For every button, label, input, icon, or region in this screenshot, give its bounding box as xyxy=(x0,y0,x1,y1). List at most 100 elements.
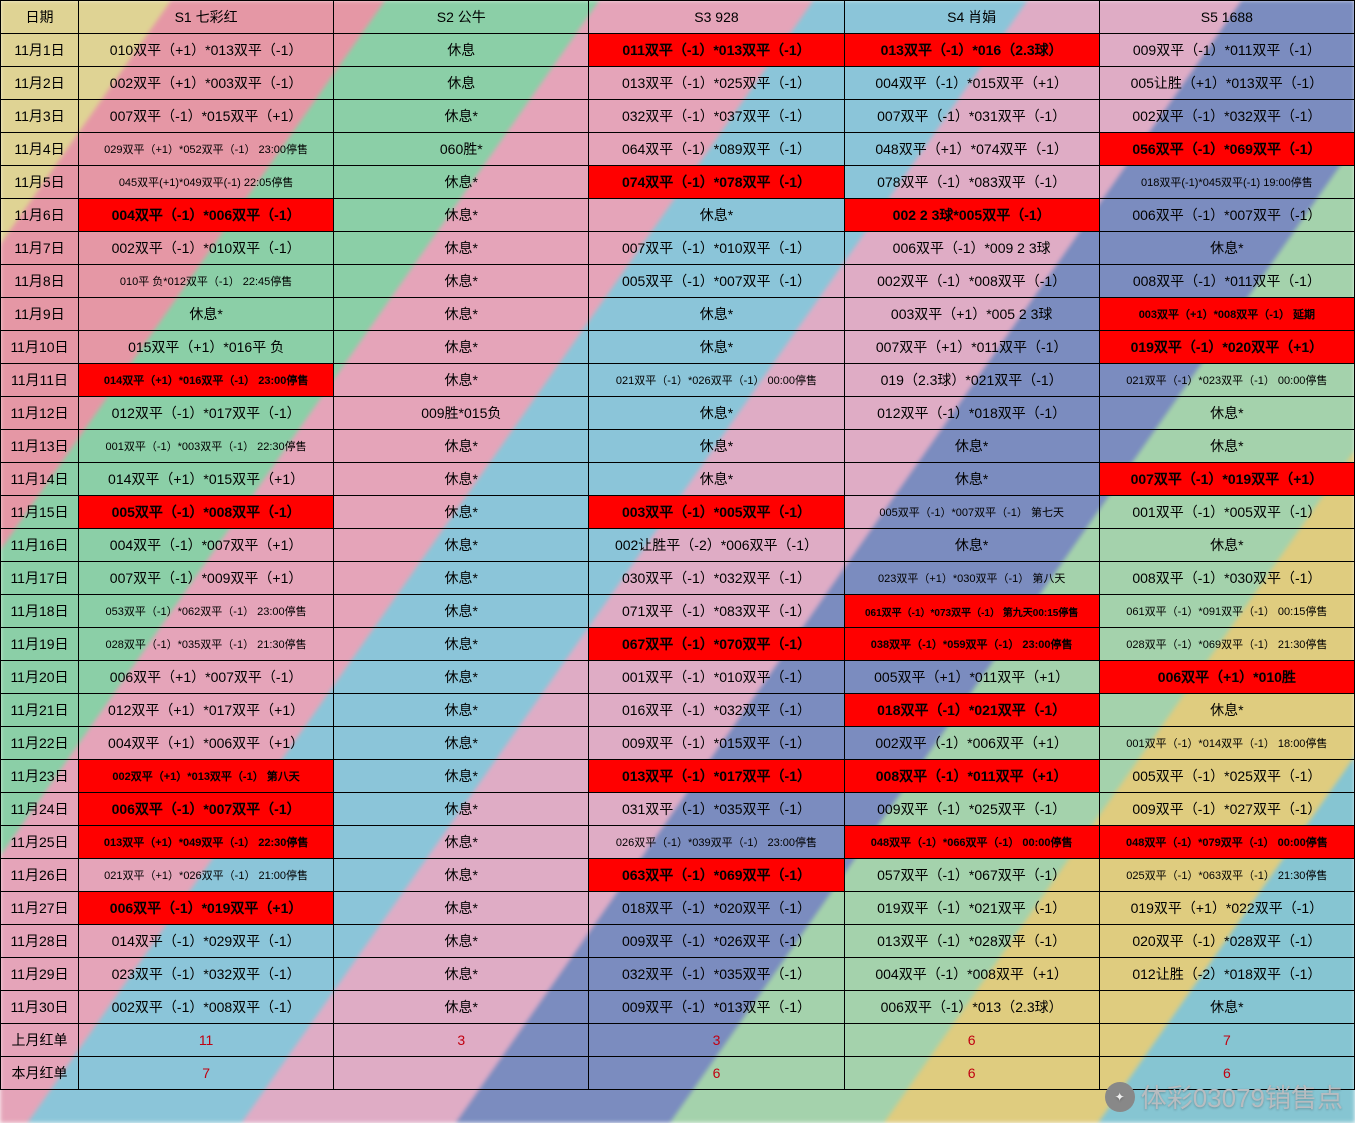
data-cell: 004双平（+1）*006双平（+1） xyxy=(79,727,334,760)
data-cell: 021双平（-1）*023双平（-1） 00:00停售 xyxy=(1099,364,1354,397)
table-row: 11月2日002双平（+1）*003双平（-1）休息013双平（-1）*025双… xyxy=(1,67,1355,100)
data-cell: 007双平（-1）*010双平（-1） xyxy=(589,232,844,265)
data-cell: 002双平（-1）*010双平（-1） xyxy=(79,232,334,265)
table-row: 11月1日010双平（+1）*013双平（-1）休息011双平（-1）*013双… xyxy=(1,34,1355,67)
data-cell: 004双平（-1）*008双平（+1） xyxy=(844,958,1099,991)
table-row: 11月14日014双平（+1）*015双平（+1）休息*休息*休息*007双平（… xyxy=(1,463,1355,496)
date-cell: 11月10日 xyxy=(1,331,79,364)
footer-value: 6 xyxy=(589,1057,844,1090)
data-cell: 014双平（+1）*015双平（+1） xyxy=(79,463,334,496)
data-cell: 020双平（-1）*028双平（-1） xyxy=(1099,925,1354,958)
data-cell: 011双平（-1）*013双平（-1） xyxy=(589,34,844,67)
data-cell: 休息* xyxy=(334,925,589,958)
data-cell: 071双平（-1）*083双平（-1） xyxy=(589,595,844,628)
wechat-icon: ✦ xyxy=(1105,1082,1135,1112)
data-cell: 005双平（-1）*008双平（-1） xyxy=(79,496,334,529)
data-cell: 057双平（-1）*067双平（-1） xyxy=(844,859,1099,892)
date-cell: 11月24日 xyxy=(1,793,79,826)
data-cell: 休息* xyxy=(1099,232,1354,265)
data-cell: 005双平（-1）*007双平（-1） xyxy=(589,265,844,298)
data-cell: 休息* xyxy=(334,595,589,628)
data-cell: 006双平（+1）*010胜 xyxy=(1099,661,1354,694)
data-cell: 013双平（-1）*016（2.3球） xyxy=(844,34,1099,67)
date-cell: 11月7日 xyxy=(1,232,79,265)
data-cell: 006双平（-1）*007双平（-1） xyxy=(79,793,334,826)
date-cell: 11月16日 xyxy=(1,529,79,562)
data-cell: 007双平（-1）*031双平（-1） xyxy=(844,100,1099,133)
footer-value xyxy=(334,1057,589,1090)
data-cell: 休息* xyxy=(79,298,334,331)
table-row: 11月7日002双平（-1）*010双平（-1） 休息* 007双平（-1）*010… xyxy=(1,232,1355,265)
data-cell: 休息* xyxy=(334,661,589,694)
data-cell: 休息* xyxy=(334,529,589,562)
data-cell: 012双平（-1）*018双平（-1） xyxy=(844,397,1099,430)
date-cell: 11月28日 xyxy=(1,925,79,958)
data-cell: 休息* xyxy=(334,628,589,661)
data-cell: 012双平（-1）*017双平（-1） xyxy=(79,397,334,430)
data-cell: 001双平（-1）*014双平（-1） 18:00停售 xyxy=(1099,727,1354,760)
data-cell: 009双平（-1）*015双平（-1） xyxy=(589,727,844,760)
data-cell: 休息* xyxy=(334,496,589,529)
data-cell: 休息* xyxy=(334,892,589,925)
data-cell: 006双平（+1）*007双平（-1） xyxy=(79,661,334,694)
data-cell: 061双平（-1）*073双平（-1） 第九天00:15停售 xyxy=(844,595,1099,628)
date-cell: 11月4日 xyxy=(1,133,79,166)
data-cell: 休息* xyxy=(334,463,589,496)
data-cell: 013双平（-1）*025双平（-1） xyxy=(589,67,844,100)
data-cell: 003双平（+1）*008双平（-1） 延期 xyxy=(1099,298,1354,331)
data-cell: 004双平（-1）*015双平（+1） xyxy=(844,67,1099,100)
date-cell: 11月17日 xyxy=(1,562,79,595)
data-cell: 008双平（-1）*011双平（-1） xyxy=(1099,265,1354,298)
data-cell: 006双平（-1）*019双平（+1） xyxy=(79,892,334,925)
table-row: 11月28日014双平（-1）*029双平（-1）休息*009双平（-1）*02… xyxy=(1,925,1355,958)
data-cell: 009双平（-1）*013双平（-1） xyxy=(589,991,844,1024)
data-cell: 021双平（+1）*026双平（-1） 21:00停售 xyxy=(79,859,334,892)
date-cell: 11月29日 xyxy=(1,958,79,991)
data-cell: 休息* xyxy=(844,529,1099,562)
data-cell: 030双平（-1）*032双平（-1） xyxy=(589,562,844,595)
table-row: 11月18日053双平（-1）*062双平（-1） 23:00停售休息*071双… xyxy=(1,595,1355,628)
data-cell: 休息* xyxy=(334,694,589,727)
data-cell: 休息* xyxy=(589,397,844,430)
table-row: 11月23日002双平（+1）*013双平（-1） 第八天休息*013双平（-1… xyxy=(1,760,1355,793)
data-cell: 009双平（-1）*025双平（-1） xyxy=(844,793,1099,826)
data-cell: 006双平（-1）*013（2.3球） xyxy=(844,991,1099,1024)
table-row: 11月20日006双平（+1）*007双平（-1）休息*001双平（-1）*01… xyxy=(1,661,1355,694)
date-cell: 11月12日 xyxy=(1,397,79,430)
table-row: 11月12日012双平（-1）*017双平（-1）009胜*015负休息*012… xyxy=(1,397,1355,430)
data-cell: 074双平（-1）*078双平（-1） xyxy=(589,166,844,199)
data-cell: 028双平（-1）*069双平（-1） 21:30停售 xyxy=(1099,628,1354,661)
data-cell: 004双平（-1）*006双平（-1） xyxy=(79,199,334,232)
data-cell: 休息* xyxy=(334,100,589,133)
table-row: 11月4日029双平（+1）*052双平（-1） 23:00停售060胜*064… xyxy=(1,133,1355,166)
table-row: 11月5日045双平(+1)*049双平(-1) 22:05停售休息*074双平… xyxy=(1,166,1355,199)
footer-value: 6 xyxy=(844,1057,1099,1090)
data-cell: 休息* xyxy=(589,331,844,364)
data-cell: 021双平（-1）*026双平（-1） 00:00停售 xyxy=(589,364,844,397)
date-cell: 11月6日 xyxy=(1,199,79,232)
data-cell: 048双平（-1）*079双平（-1） 00:00停售 xyxy=(1099,826,1354,859)
data-cell: 002双平（-1）*006双平（+1） xyxy=(844,727,1099,760)
data-cell: 008双平（-1）*011双平（+1） xyxy=(844,760,1099,793)
data-cell: 休息* xyxy=(334,562,589,595)
data-cell: 009双平（-1）*027双平（-1） xyxy=(1099,793,1354,826)
date-cell: 11月27日 xyxy=(1,892,79,925)
table-row: 11月11日014双平（+1）*016双平（-1） 23:00停售休息*021双… xyxy=(1,364,1355,397)
data-cell: 061双平（-1）*091双平（-1） 00:15停售 xyxy=(1099,595,1354,628)
data-cell: 032双平（-1）*037双平（-1） xyxy=(589,100,844,133)
data-cell: 005双平（-1）*025双平（-1） xyxy=(1099,760,1354,793)
data-cell: 休息* xyxy=(334,793,589,826)
data-cell: 休息 xyxy=(334,34,589,67)
table-row: 11月29日023双平（-1）*032双平（-1）休息*032双平（-1）*03… xyxy=(1,958,1355,991)
data-cell: 休息* xyxy=(1099,991,1354,1024)
table-row: 11月13日001双平（-1）*003双平（-1） 22:30停售休息*休息*休… xyxy=(1,430,1355,463)
data-cell: 休息* xyxy=(334,166,589,199)
data-cell: 休息* xyxy=(334,199,589,232)
data-cell: 休息* xyxy=(589,430,844,463)
data-cell: 048双平（+1）*074双平（-1） xyxy=(844,133,1099,166)
data-cell: 019双平（-1）*021双平（-1） xyxy=(844,892,1099,925)
table-row: 11月9日休息*休息*休息*003双平（+1）*005 2 3球003双平（+1… xyxy=(1,298,1355,331)
data-cell: 014双平（+1）*016双平（-1） 23:00停售 xyxy=(79,364,334,397)
data-cell: 003双平（-1）*005双平（-1） xyxy=(589,496,844,529)
data-cell: 064双平（-1）*089双平（-1） xyxy=(589,133,844,166)
